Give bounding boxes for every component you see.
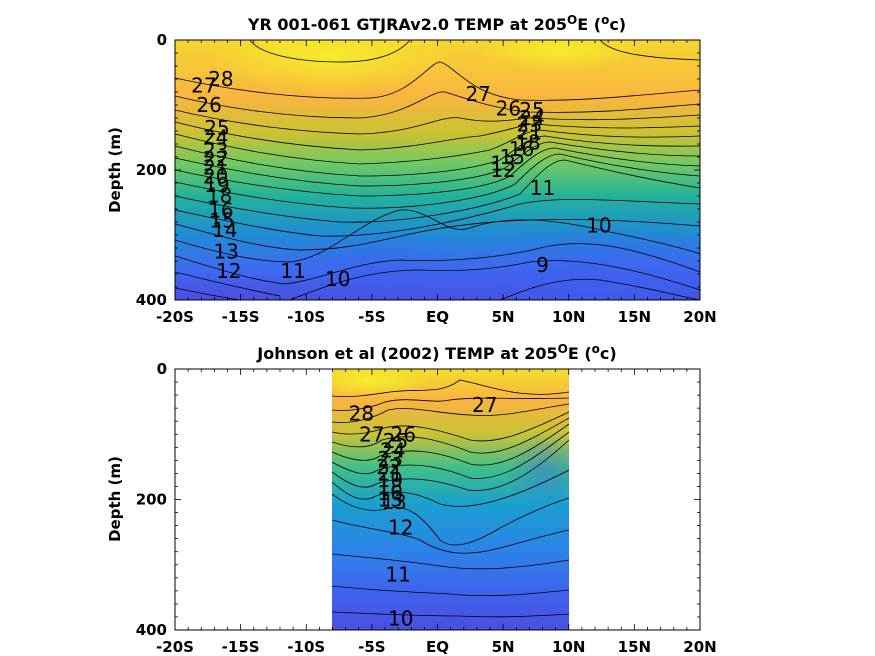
- x-tick-label: 15N: [618, 638, 651, 656]
- x-tick-label: 5N: [492, 638, 515, 656]
- x-tick-label: 15N: [618, 308, 651, 326]
- x-tick-label: -20S: [156, 308, 194, 326]
- contour-label: 27: [191, 74, 216, 98]
- y-tick-label: 400: [136, 291, 167, 309]
- contour-label: 23: [378, 447, 403, 471]
- contour-label: 16: [208, 198, 233, 222]
- x-tick-label: EQ: [426, 638, 449, 656]
- contour-label: 12: [216, 259, 241, 283]
- x-tick-label: 10N: [552, 638, 585, 656]
- contour-label: 16: [378, 481, 403, 505]
- contour-label: 26: [496, 96, 521, 120]
- contour-label: 9: [536, 253, 549, 277]
- y-axis-label-bottom: Depth (m): [106, 456, 124, 542]
- x-tick-label: -10S: [287, 638, 325, 656]
- y-tick-label: 0: [157, 360, 167, 378]
- contour-label: 10: [325, 267, 350, 291]
- ticks-top: -20S -15S -10S -5S EQ 5N 10N 15N 20N 0 200 400: [136, 31, 717, 326]
- contour-label: 11: [280, 259, 305, 283]
- contour-label: 23: [203, 139, 228, 163]
- contour-label: 10: [388, 606, 413, 630]
- contour-label: 19: [378, 468, 403, 492]
- contour-lines-bottom: [332, 379, 569, 618]
- x-tick-label: -5S: [358, 308, 385, 326]
- contour-label: 23: [517, 113, 542, 137]
- contour-fill-bottom: [332, 369, 569, 630]
- y-tick-label: 400: [136, 621, 167, 639]
- x-tick-label: -10S: [287, 308, 325, 326]
- contour-label: 24: [519, 106, 544, 130]
- contour-label: 13: [381, 490, 406, 514]
- contour-label: 11: [530, 176, 555, 200]
- ticks-bottom: -20S -15S -10S -5S EQ 5N 10N 15N 20N 0 200 400: [136, 360, 717, 656]
- x-tick-label: -5S: [358, 638, 385, 656]
- x-tick-label: 20N: [683, 638, 716, 656]
- contour-label: 22: [203, 147, 228, 171]
- contour-label: 21: [378, 461, 403, 485]
- x-tick-label: -20S: [156, 638, 194, 656]
- y-tick-label: 200: [136, 161, 167, 179]
- contour-label: 20: [203, 165, 228, 189]
- contour-label: 27: [472, 393, 497, 417]
- contour-label: 14: [212, 218, 237, 242]
- x-tick-label: EQ: [426, 308, 449, 326]
- x-tick-label: 20N: [683, 308, 716, 326]
- contour-label: 25: [519, 98, 544, 122]
- contour-label: 15: [378, 488, 403, 512]
- chart-title-top: YR 001-061 GTJRAv2.0 TEMP at 205OE (oc): [247, 13, 626, 34]
- contour-label: 18: [207, 183, 232, 207]
- x-tick-label: -15S: [222, 308, 260, 326]
- contour-label: 28: [208, 67, 233, 91]
- x-tick-label: 5N: [492, 308, 515, 326]
- contour-label: 12: [388, 516, 413, 540]
- y-tick-label: 200: [136, 491, 167, 509]
- contour-fill-top: [175, 40, 700, 300]
- contour-label: 26: [391, 422, 416, 446]
- contour-label: 25: [204, 116, 229, 140]
- contour-label: 13: [213, 239, 238, 263]
- contour-lines-top: [175, 40, 700, 300]
- contour-label: 24: [380, 439, 405, 463]
- contour-label: 28: [349, 401, 374, 425]
- x-tick-label: -15S: [222, 638, 260, 656]
- contour-label: 27: [465, 82, 490, 106]
- contour-label: 22: [376, 455, 401, 479]
- contour-label: 15: [500, 145, 525, 169]
- contour-label: 19: [204, 173, 229, 197]
- contour-label: 11: [385, 563, 410, 587]
- contour-label: 13: [490, 152, 515, 176]
- contour-label: 15: [210, 209, 235, 233]
- contour-label: 21: [203, 155, 228, 179]
- contour-label: 10: [586, 213, 611, 237]
- contour-label: 18: [378, 474, 403, 498]
- contour-label: 26: [196, 93, 221, 117]
- contour-label: 25: [383, 429, 408, 453]
- chart-title-bottom: Johnson et al (2002) TEMP at 205OE (oc): [256, 342, 616, 363]
- contour-label: 27: [359, 422, 384, 446]
- y-axis-label-top: Depth (m): [106, 127, 124, 213]
- contour-label: 16: [509, 137, 534, 161]
- x-tick-label: 10N: [552, 308, 585, 326]
- contour-label: 12: [490, 158, 515, 182]
- contour-label: 21: [517, 120, 542, 144]
- contour-label: 24: [203, 126, 228, 150]
- contour-label: 18: [515, 131, 540, 155]
- y-tick-label: 0: [157, 31, 167, 49]
